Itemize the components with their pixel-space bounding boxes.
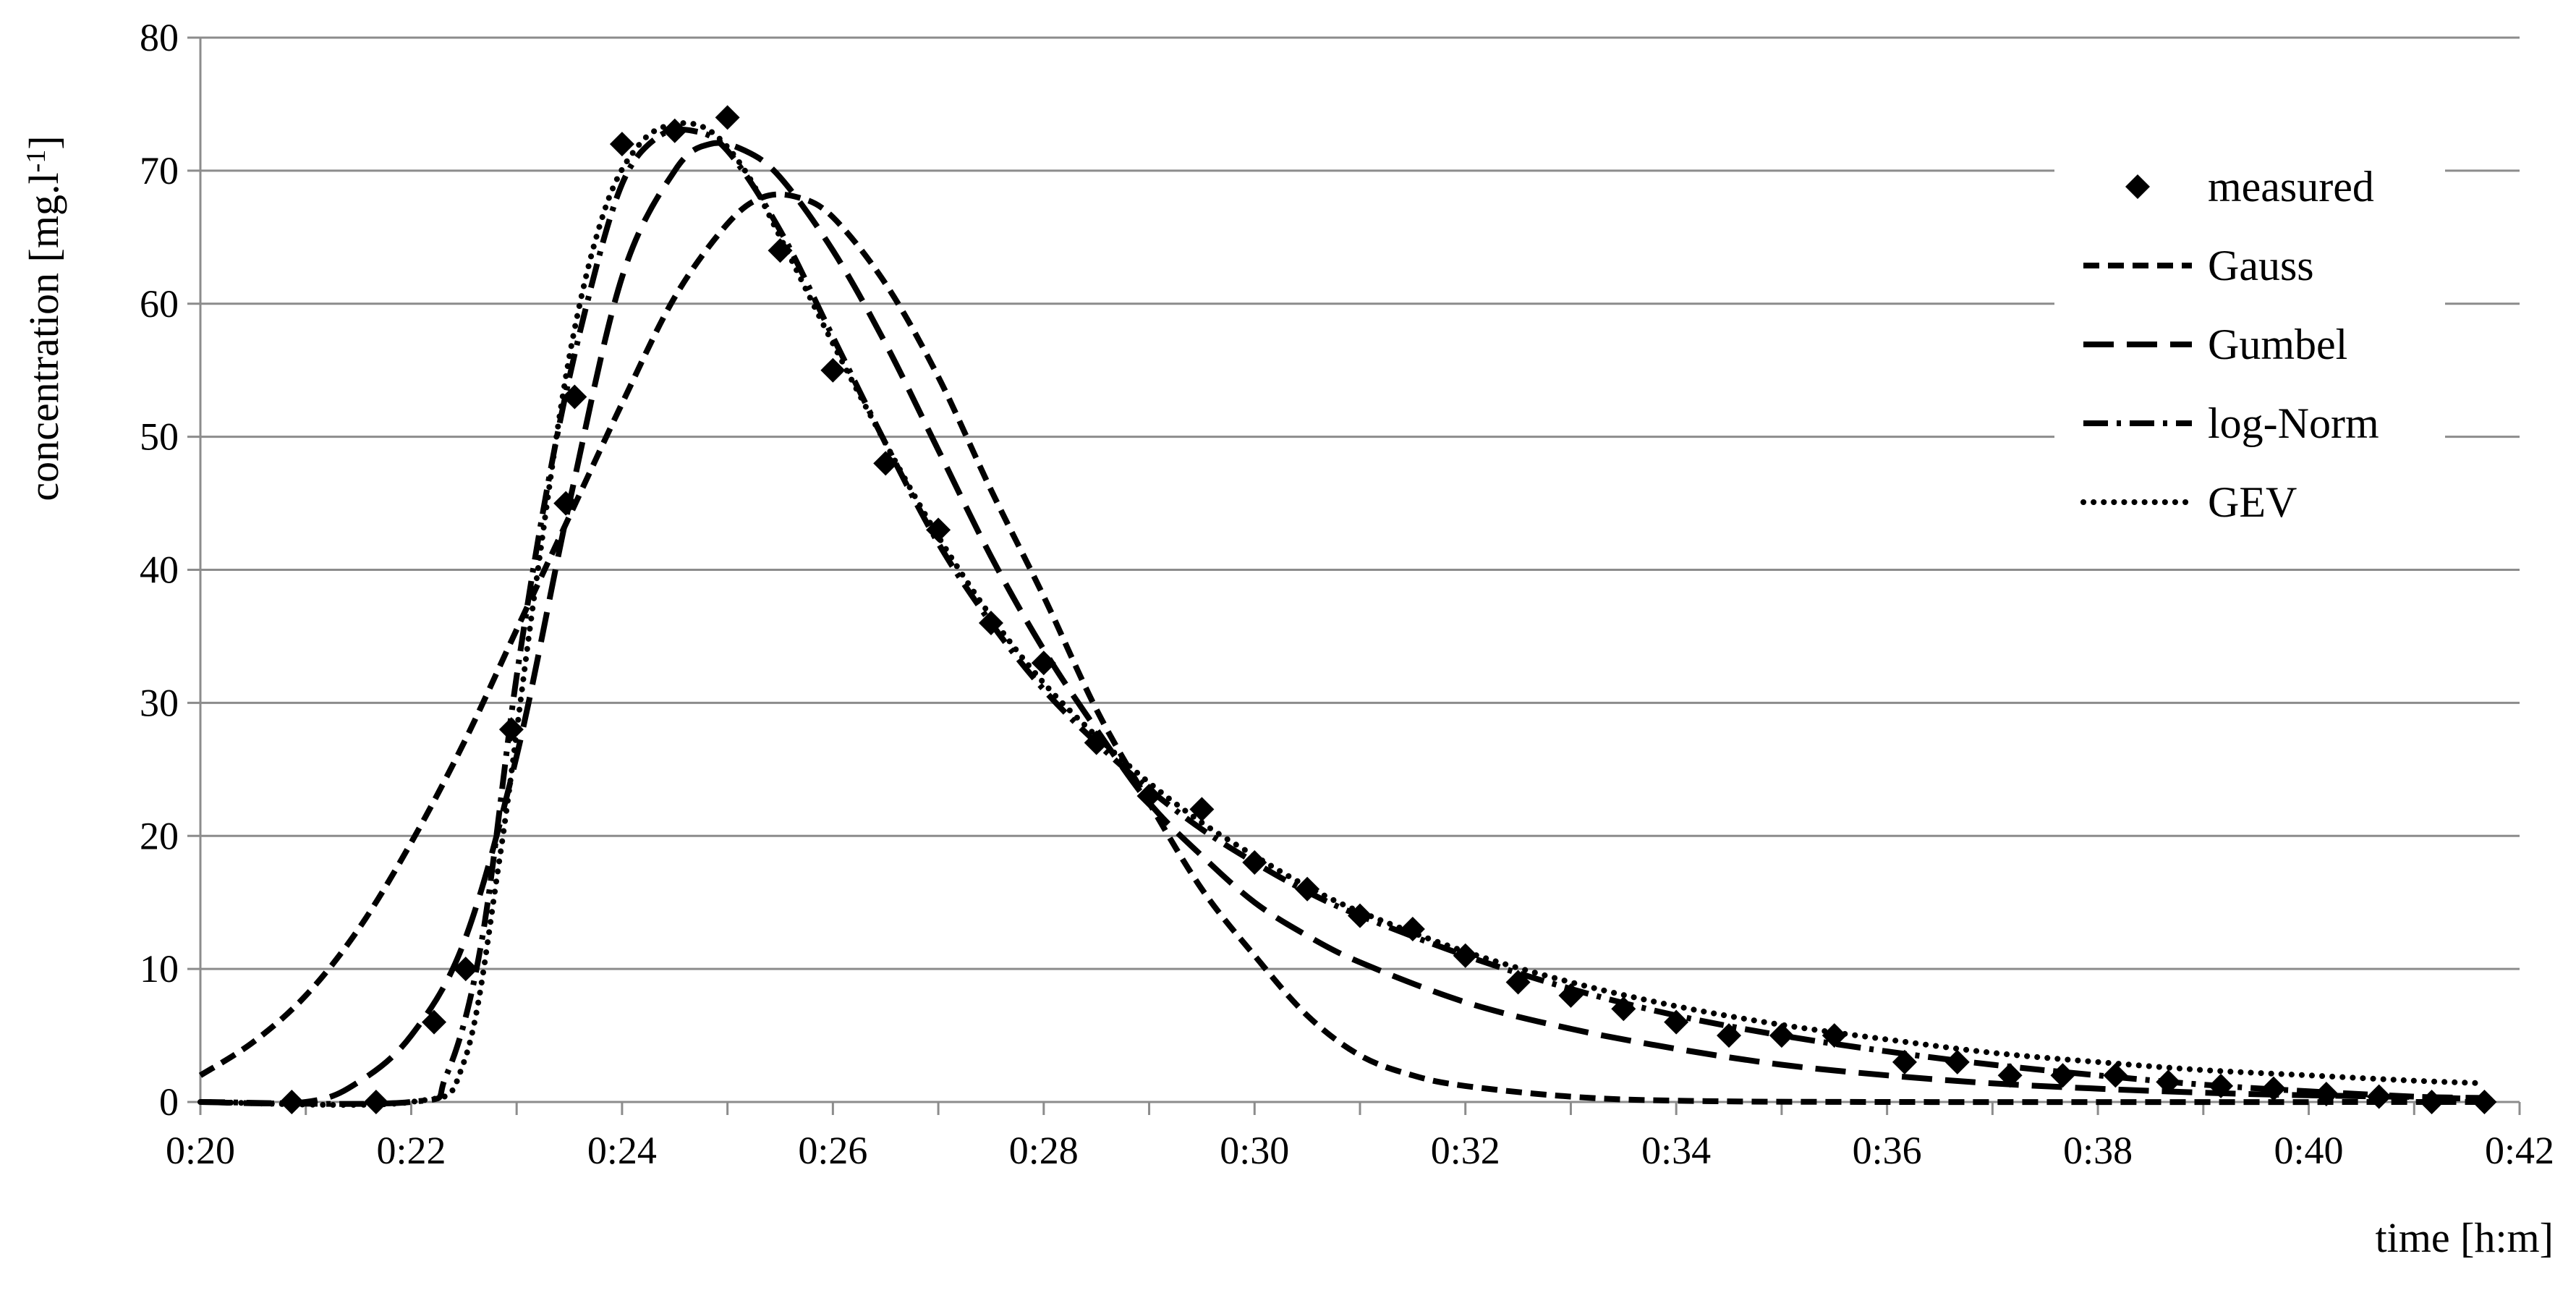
measured-point bbox=[768, 238, 793, 263]
x-tick-labels: 0:20 0:22 0:24 0:26 0:28 0:30 0:32 0:34 0:36 0:38… bbox=[166, 1129, 2554, 1172]
y-tick-label: 0 bbox=[159, 1080, 179, 1124]
x-tick-label: 0:24 bbox=[587, 1129, 657, 1172]
x-tick-label: 0:38 bbox=[2063, 1129, 2133, 1172]
measured-point bbox=[2472, 1090, 2497, 1114]
legend-label: measured bbox=[2208, 163, 2374, 211]
measured-point bbox=[609, 132, 634, 157]
measured-point bbox=[2050, 1063, 2075, 1088]
measured-point bbox=[1505, 970, 1531, 995]
measured-point bbox=[978, 611, 1003, 636]
measured-point bbox=[1136, 784, 1162, 809]
measured-point bbox=[662, 118, 687, 143]
series-lines bbox=[197, 120, 2488, 1108]
measured-point bbox=[422, 1009, 447, 1035]
measured-point bbox=[1664, 1009, 1689, 1035]
x-tick-label: 0:28 bbox=[1009, 1129, 1079, 1172]
measured-point bbox=[1348, 903, 1372, 928]
measured-point bbox=[715, 105, 740, 130]
measured-point bbox=[2366, 1084, 2392, 1109]
measured-point bbox=[363, 1090, 388, 1114]
measured-point bbox=[1822, 1023, 1847, 1048]
legend-label: GEV bbox=[2208, 478, 2297, 526]
legend-label: Gumbel bbox=[2208, 321, 2347, 368]
x-tick-label: 0:36 bbox=[1853, 1129, 1922, 1172]
y-tick-label: 10 bbox=[140, 947, 179, 991]
measured-point bbox=[2419, 1090, 2444, 1114]
y-tick-label: 50 bbox=[140, 415, 179, 459]
measured-point bbox=[2313, 1081, 2339, 1106]
measured-point bbox=[820, 357, 846, 383]
x-tick-label: 0:26 bbox=[798, 1129, 867, 1172]
measured-point bbox=[279, 1090, 305, 1114]
legend-item: GEV bbox=[2080, 478, 2297, 526]
y-tick-label: 80 bbox=[140, 16, 179, 59]
measured-point bbox=[1400, 916, 1425, 941]
series-line-gev bbox=[197, 120, 2488, 1108]
measured-point bbox=[1997, 1063, 2023, 1088]
measured-point bbox=[2103, 1063, 2128, 1088]
y-tick-label: 20 bbox=[140, 814, 179, 857]
x-tick-label: 0:42 bbox=[2485, 1129, 2554, 1172]
legend-label: log-Norm bbox=[2208, 399, 2379, 447]
series-line-gumbel bbox=[200, 140, 2485, 1107]
y-axis-label: concentration [mg.l-1] bbox=[20, 135, 67, 501]
measured-markers bbox=[279, 105, 2497, 1114]
legend-background bbox=[2054, 148, 2445, 539]
measured-point bbox=[562, 384, 587, 410]
legend-item: Gumbel bbox=[2083, 321, 2347, 368]
legend-label: Gauss bbox=[2208, 242, 2314, 289]
measured-point bbox=[1031, 650, 1056, 676]
x-tick-label: 0:30 bbox=[1220, 1129, 1289, 1172]
measured-point bbox=[2209, 1073, 2234, 1098]
series-line-log-norm bbox=[200, 127, 2485, 1107]
measured-point bbox=[553, 491, 579, 516]
measured-point bbox=[1717, 1023, 1742, 1048]
measured-point bbox=[873, 451, 898, 476]
legend-marker bbox=[2125, 174, 2150, 199]
legend: measured Gauss Gumbel log-Norm GEV bbox=[2054, 148, 2445, 539]
measured-point bbox=[498, 717, 524, 742]
x-tick-label: 0:32 bbox=[1431, 1129, 1500, 1172]
measured-point bbox=[1558, 983, 1584, 1008]
legend-item: Gauss bbox=[2083, 242, 2314, 289]
measured-point bbox=[1611, 996, 1636, 1022]
y-tick-labels: 0 10 20 30 40 50 60 70 80 bbox=[140, 16, 179, 1124]
series-line-gauss bbox=[198, 191, 2485, 1106]
legend-item: log-Norm bbox=[2083, 399, 2379, 447]
measured-point bbox=[1453, 943, 1478, 968]
x-axis-label: time [h:m] bbox=[2376, 1214, 2554, 1261]
measured-point bbox=[926, 517, 951, 543]
measured-point bbox=[1892, 1049, 1917, 1074]
x-tick-label: 0:20 bbox=[166, 1129, 235, 1172]
measured-point bbox=[2261, 1076, 2286, 1101]
y-tick-label: 30 bbox=[140, 681, 179, 724]
measured-point bbox=[1944, 1049, 1970, 1074]
measured-point bbox=[1189, 797, 1215, 822]
grid-lines bbox=[200, 36, 2520, 970]
measured-point bbox=[453, 957, 478, 982]
measured-point bbox=[2156, 1069, 2181, 1095]
measured-point bbox=[1295, 876, 1320, 902]
x-tick-label: 0:34 bbox=[1641, 1129, 1711, 1172]
measured-point bbox=[1242, 850, 1267, 876]
legend-item: measured bbox=[2125, 163, 2374, 211]
y-tick-label: 40 bbox=[140, 548, 179, 592]
measured-point bbox=[1084, 730, 1109, 755]
x-tick-label: 0:40 bbox=[2274, 1129, 2344, 1172]
measured-point bbox=[1769, 1023, 1794, 1048]
y-tick-label: 60 bbox=[140, 282, 179, 326]
x-tick-label: 0:22 bbox=[376, 1129, 446, 1172]
y-tick-label: 70 bbox=[140, 149, 179, 192]
